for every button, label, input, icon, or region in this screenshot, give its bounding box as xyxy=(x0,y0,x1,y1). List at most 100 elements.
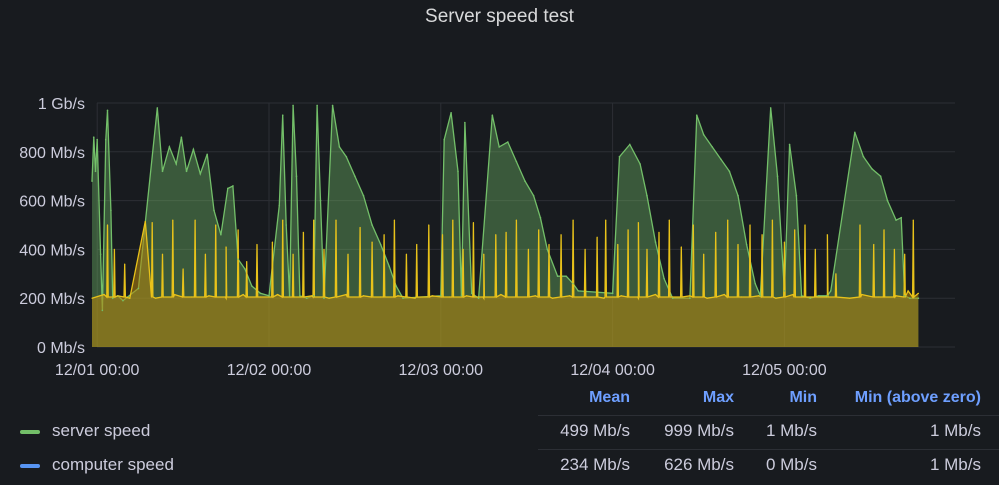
data-point-server-speed xyxy=(618,155,621,158)
legend-series-name[interactable]: computer speed xyxy=(52,455,174,474)
data-point-computer-speed xyxy=(836,296,838,298)
data-point-computer-speed xyxy=(726,296,728,298)
data-point-computer-speed xyxy=(345,293,347,296)
data-point-server-speed xyxy=(354,175,356,177)
data-point-computer-speed xyxy=(272,296,274,298)
data-point-computer-speed xyxy=(183,296,185,298)
data-point-computer-speed xyxy=(427,296,429,298)
data-point-computer-speed xyxy=(597,296,599,298)
data-point-computer-speed xyxy=(878,296,880,298)
data-point-computer-speed xyxy=(372,296,374,298)
legend-series-name[interactable]: server speed xyxy=(52,421,151,440)
data-point-computer-speed xyxy=(706,297,708,299)
data-point-server-speed xyxy=(199,172,202,175)
data-point-computer-speed xyxy=(596,236,598,238)
data-point-computer-speed xyxy=(107,296,109,298)
data-point-computer-speed xyxy=(849,297,851,299)
legend-row-server-speed[interactable]: server speed 499 Mb/s 999 Mb/s 1 Mb/s 1 … xyxy=(0,415,999,449)
data-point-server-speed xyxy=(106,109,109,112)
data-point-computer-speed xyxy=(322,296,324,298)
data-point-server-speed xyxy=(278,204,281,207)
data-point-computer-speed xyxy=(194,219,196,221)
data-point-computer-speed xyxy=(680,246,682,248)
data-point-server-speed xyxy=(745,243,748,246)
data-point-computer-speed xyxy=(162,296,164,298)
data-point-computer-speed xyxy=(654,293,657,296)
data-point-computer-speed xyxy=(323,248,325,250)
legend-header-mean[interactable]: Mean xyxy=(589,389,630,406)
data-point-server-speed xyxy=(671,297,674,300)
data-point-server-speed xyxy=(220,233,222,236)
data-point-computer-speed xyxy=(628,296,630,298)
data-point-computer-speed xyxy=(204,253,207,255)
data-point-computer-speed xyxy=(271,241,274,243)
data-point-server-speed xyxy=(251,285,253,287)
data-point-server-speed xyxy=(91,180,93,182)
data-point-computer-speed xyxy=(113,248,115,250)
data-point-computer-speed xyxy=(348,296,350,298)
data-point-computer-speed xyxy=(292,253,294,255)
legend-mean-value: 499 Mb/s xyxy=(560,421,630,440)
data-point-server-speed xyxy=(312,294,315,297)
data-point-server-speed xyxy=(316,104,318,107)
data-point-computer-speed xyxy=(586,296,588,298)
data-point-computer-speed xyxy=(181,296,184,298)
data-point-computer-speed xyxy=(861,293,863,296)
data-point-computer-speed xyxy=(172,219,174,221)
data-point-computer-speed xyxy=(761,234,763,236)
data-point-computer-speed xyxy=(246,296,248,298)
legend-max-value: 999 Mb/s xyxy=(664,421,734,440)
data-point-computer-speed xyxy=(803,296,805,298)
data-point-computer-speed xyxy=(893,296,895,298)
data-point-computer-speed xyxy=(904,253,906,255)
data-point-server-speed xyxy=(646,194,648,197)
data-point-server-speed xyxy=(94,170,97,173)
legend-header-max[interactable]: Max xyxy=(702,389,734,406)
data-point-server-speed xyxy=(769,107,772,109)
data-point-server-speed xyxy=(137,287,140,290)
data-point-computer-speed xyxy=(814,296,816,298)
data-point-computer-speed xyxy=(393,219,396,221)
data-point-computer-speed xyxy=(911,296,914,298)
data-point-computer-speed xyxy=(465,295,468,297)
data-point-server-speed xyxy=(498,146,501,148)
data-point-server-speed xyxy=(871,168,873,170)
speed-chart[interactable]: 0 Mb/s 200 Mb/s 400 Mb/s 600 Mb/s 800 Mb/s 1 … xyxy=(0,0,999,380)
data-point-computer-speed xyxy=(482,296,484,298)
data-point-server-speed xyxy=(175,163,178,165)
data-point-computer-speed xyxy=(494,296,496,298)
data-point-computer-speed xyxy=(669,296,671,298)
data-point-computer-speed xyxy=(794,296,796,298)
data-point-computer-speed xyxy=(703,253,705,255)
data-point-server-speed xyxy=(161,170,164,173)
data-point-computer-speed xyxy=(884,296,886,298)
data-point-computer-speed xyxy=(904,296,906,298)
data-point-server-speed xyxy=(903,294,906,297)
data-point-computer-speed xyxy=(397,295,399,297)
panel-title: Server speed test xyxy=(425,6,574,27)
legend-table: Mean Max Min Min (above zero) server spe… xyxy=(0,380,999,485)
data-point-computer-speed xyxy=(827,296,829,298)
data-point-computer-speed xyxy=(505,231,507,233)
data-point-computer-speed xyxy=(703,296,705,298)
data-point-computer-speed xyxy=(794,229,796,231)
data-point-computer-speed xyxy=(441,234,444,236)
legend-header-min-above-zero[interactable]: Min (above zero) xyxy=(854,389,981,406)
data-point-computer-speed xyxy=(195,296,197,298)
data-point-computer-speed xyxy=(173,293,176,296)
legend-row-computer-speed[interactable]: computer speed 234 Mb/s 626 Mb/s 0 Mb/s … xyxy=(0,449,999,483)
data-point-computer-speed xyxy=(784,296,786,298)
data-point-computer-speed xyxy=(603,297,605,299)
data-point-computer-speed xyxy=(668,219,670,221)
data-point-computer-speed xyxy=(638,296,640,298)
data-point-computer-speed xyxy=(727,296,729,298)
data-point-server-speed xyxy=(783,290,786,292)
data-point-computer-speed xyxy=(245,296,247,298)
data-point-server-speed xyxy=(402,297,404,300)
data-point-server-speed xyxy=(728,170,731,173)
data-point-computer-speed xyxy=(584,248,586,250)
legend-mean-value: 234 Mb/s xyxy=(560,455,630,474)
data-point-computer-speed xyxy=(917,292,920,294)
legend-header-min[interactable]: Min xyxy=(789,389,817,406)
data-point-server-speed xyxy=(737,194,739,197)
